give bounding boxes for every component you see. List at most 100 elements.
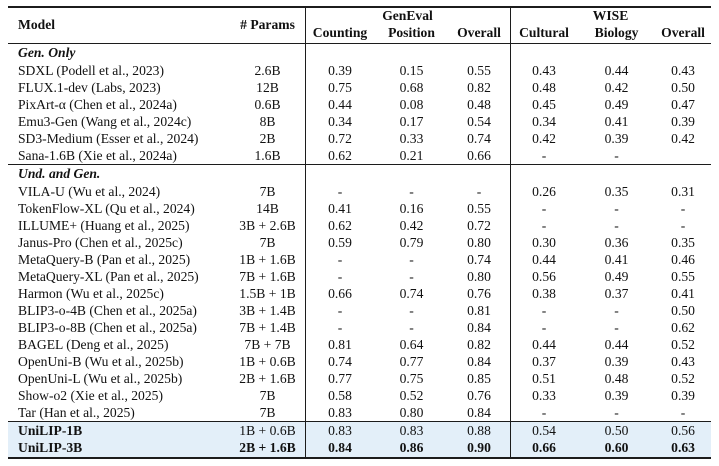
params-cell: 7B + 1.4B: [239, 319, 296, 335]
value-cell: 0.41: [604, 113, 629, 129]
params-cell: 7B: [259, 234, 276, 250]
value-cell: 0.77: [399, 353, 424, 369]
value-cell: 0.76: [467, 387, 491, 403]
header-biology: Biology: [578, 24, 656, 44]
model-cell: OpenUni-B (Wu et al., 2025b): [18, 353, 184, 369]
model-cell: MetaQuery-XL (Pan et al., 2025): [18, 268, 199, 284]
table-row: MetaQuery-XL (Pan et al., 2025) 7B + 1.6B…: [8, 268, 711, 285]
value-cell: 0.43: [671, 62, 695, 78]
table-row: Tar (Han et al., 2025) 7B 0.83 0.80 0.84- - -: [8, 403, 712, 422]
table-row: UniLIP-3B 2B + 1.6B 0.84 0.86 0.90 0.66 0.60 0.…: [8, 439, 712, 458]
value-cell: 0.42: [604, 79, 629, 95]
header-params: # Params: [230, 7, 305, 44]
value-cell: 0.44: [532, 336, 556, 352]
value-cell: 0.59: [328, 234, 352, 250]
value-cell: 0.86: [399, 440, 424, 456]
value-cell: 0.56: [671, 422, 695, 438]
value-cell: 0.62: [328, 217, 352, 233]
params-cell: 1B + 1.6B: [239, 251, 296, 267]
value-cell: 0.54: [532, 422, 556, 438]
model-cell: Show-o2 (Xie et al., 2025): [18, 387, 163, 403]
value-cell: 0.83: [305, 403, 375, 422]
table-row: Janus-Pro (Chen et al., 2025c) 7B 0.59 0.79…: [8, 234, 711, 251]
value-cell: -: [337, 268, 343, 284]
value-cell: 0.62: [671, 319, 695, 335]
value-cell: 0.42: [671, 130, 695, 146]
value-cell: 0.48: [604, 370, 629, 386]
table-row: SD3-Medium (Esser et al., 2024) 2B 0.72 0.3…: [8, 130, 711, 147]
params-cell: 8B: [259, 113, 276, 129]
value-cell: 0.26: [532, 183, 556, 199]
params-cell: 3B + 1.4B: [239, 302, 296, 318]
table-row: BAGEL (Deng et al., 2025) 7B + 7B 0.81 0.64…: [8, 336, 711, 353]
value-cell: 0.74: [399, 285, 424, 301]
value-cell: 0.74: [328, 353, 352, 369]
value-cell: 0.35: [604, 183, 629, 199]
value-cell: [655, 146, 712, 165]
value-cell: 0.72: [467, 217, 491, 233]
value-cell: 0.79: [399, 234, 424, 250]
value-cell: 0.43: [671, 353, 695, 369]
params-cell: 14B: [256, 200, 279, 216]
value-cell: 0.37: [604, 285, 629, 301]
value-cell: 0.62: [305, 146, 375, 165]
value-cell: 0.17: [399, 113, 424, 129]
value-cell: -: [541, 217, 547, 233]
model-cell: SDXL (Podell et al., 2023): [18, 62, 164, 78]
params-cell: 1B + 0.6B: [239, 422, 296, 438]
value-cell: 0.66: [328, 285, 352, 301]
value-cell: -: [337, 302, 343, 318]
model-cell: PixArt-α (Chen et al., 2024a): [18, 96, 177, 112]
value-cell: 0.81: [467, 302, 491, 318]
value-cell: 0.47: [671, 96, 695, 112]
value-cell: 0.54: [467, 113, 491, 129]
value-cell: -: [541, 200, 547, 216]
header-wise-overall: Overall: [655, 24, 712, 44]
value-cell: -: [578, 146, 656, 165]
value-cell: 0.37: [532, 353, 556, 369]
params-cell: 1.5B + 1B: [239, 285, 296, 301]
table-header: Model # Params GenEval WISE Counting Pos…: [8, 7, 712, 44]
value-cell: 0.50: [604, 422, 629, 438]
model-cell: BAGEL (Deng et al., 2025): [18, 336, 169, 352]
value-cell: 0.45: [532, 96, 556, 112]
model-cell: Sana-1.6B (Xie et al., 2024a): [8, 146, 230, 165]
value-cell: 0.84: [328, 440, 352, 456]
value-cell: 0.58: [328, 387, 352, 403]
value-cell: 0.55: [467, 200, 491, 216]
value-cell: 0.42: [399, 217, 424, 233]
value-cell: 0.85: [467, 370, 491, 386]
table-row: VILA-U (Wu et al., 2024) 7B - - - 0.26 0.35 0.3…: [8, 183, 711, 200]
value-cell: -: [337, 183, 343, 199]
value-cell: 0.31: [671, 183, 695, 199]
value-cell: -: [541, 302, 547, 318]
params-cell: 7B: [259, 183, 276, 199]
value-cell: -: [614, 200, 619, 216]
value-cell: 0.16: [399, 200, 424, 216]
value-cell: 0.80: [467, 234, 491, 250]
table-row: Harmon (Wu et al., 2025c) 1.5B + 1B 0.66 0.…: [8, 285, 711, 302]
value-cell: 0.52: [399, 387, 424, 403]
params-cell: 12B: [256, 79, 279, 95]
table-row: PixArt-α (Chen et al., 2024a) 0.6B 0.44 0.0…: [8, 96, 711, 113]
model-cell: FLUX.1-dev (Labs, 2023): [18, 79, 161, 95]
value-cell: 0.38: [532, 285, 556, 301]
value-cell: -: [655, 403, 712, 422]
header-group-row: Model # Params GenEval WISE: [8, 7, 711, 44]
header-group-geneval: GenEval: [382, 8, 433, 23]
table-row: ILLUME+ (Huang et al., 2025) 3B + 2.6B 0.6…: [8, 217, 711, 234]
value-cell: 0.84: [467, 319, 491, 335]
model-cell: Emu3-Gen (Wang et al., 2024c): [18, 113, 192, 129]
value-cell: 0.41: [671, 285, 695, 301]
value-cell: 0.55: [671, 268, 695, 284]
model-cell: SD3-Medium (Esser et al., 2024): [18, 130, 199, 146]
table-row: BLIP3-o-8B (Chen et al., 2025a) 7B + 1.4B…: [8, 319, 711, 336]
value-cell: 0.66: [448, 146, 511, 165]
value-cell: 0.39: [604, 353, 629, 369]
value-cell: 0.75: [399, 370, 424, 386]
value-cell: -: [337, 319, 343, 335]
value-cell: 0.88: [467, 422, 491, 438]
value-cell: 0.81: [328, 336, 352, 352]
value-cell: -: [614, 302, 619, 318]
value-cell: 0.82: [467, 79, 491, 95]
